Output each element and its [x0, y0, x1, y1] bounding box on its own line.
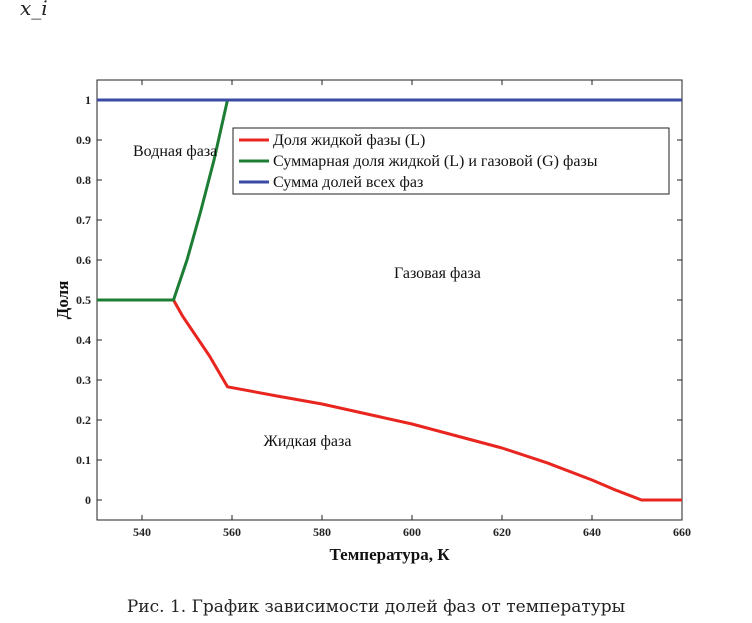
- region-label-1: Водная фаза: [133, 143, 217, 160]
- corner-variable-label: x_i: [20, 0, 48, 20]
- y-tick-label: 0.6: [76, 253, 91, 267]
- y-tick-label: 0.8: [76, 173, 91, 187]
- y-tick-label: 0.9: [76, 133, 91, 147]
- legend-label-1: Доля жидкой фазы (L): [273, 132, 425, 149]
- figure-caption: Рис. 1. График зависимости долей фаз от …: [126, 597, 626, 617]
- y-axis-title: Доля: [53, 281, 72, 320]
- y-tick-label: 0: [85, 493, 91, 507]
- x-tick-label: 540: [133, 525, 151, 539]
- y-tick-label: 0.2: [76, 413, 91, 427]
- series-line-2: [97, 99, 229, 302]
- x-tick-label: 580: [313, 525, 331, 539]
- legend-label-2: Суммарная доля жидкой (L) и газовой (G) …: [273, 153, 598, 170]
- phase-fraction-chart: 540 560 580 600 620 640 660 0 0.1 0.2 0.3 0.4 0.5 0.6…: [53, 79, 691, 564]
- x-tick-label: 620: [493, 525, 511, 539]
- x-tick-label: 600: [403, 525, 421, 539]
- y-tick-label: 0.3: [76, 373, 91, 387]
- region-label-3: Жидкая фаза: [264, 433, 352, 450]
- y-tick-label: 0.1: [76, 453, 91, 467]
- y-tick-label: 0.4: [76, 333, 91, 347]
- x-tick-label: 560: [223, 525, 241, 539]
- x-axis-title: Температура, К: [329, 545, 450, 564]
- x-tick-label: 660: [673, 525, 691, 539]
- region-label-2: Газовая фаза: [394, 265, 481, 282]
- legend-box: [232, 127, 670, 195]
- y-tick-label: 0.7: [76, 213, 91, 227]
- series-line-1: [172, 299, 682, 502]
- x-tick-label: 640: [583, 525, 601, 539]
- legend-label-3: Сумма долей всех фаз: [273, 174, 423, 191]
- y-tick-label: 1: [85, 93, 91, 107]
- y-tick-label: 0.5: [76, 293, 91, 307]
